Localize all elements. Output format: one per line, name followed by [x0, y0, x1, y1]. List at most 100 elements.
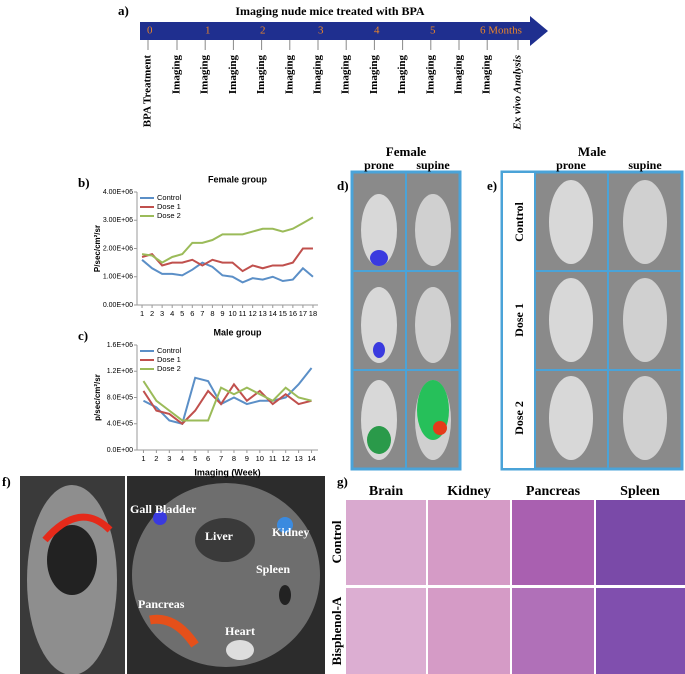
panel-label: b) — [78, 175, 90, 190]
panel-label: d) — [337, 178, 349, 193]
y-tick-label: 3.00E+06 — [103, 217, 133, 224]
column-label: supine — [416, 158, 450, 172]
signal — [370, 250, 388, 266]
row-label: Control — [512, 201, 526, 241]
organ — [279, 585, 291, 605]
mouse — [623, 278, 667, 362]
row-label: Control — [329, 520, 344, 563]
x-tick-label: 1 — [141, 454, 145, 463]
timeline-event: Imaging — [396, 55, 408, 95]
signal — [42, 513, 113, 543]
timeline-event: Ex vivo Analysis — [512, 55, 524, 131]
series-line — [141, 247, 313, 273]
x-tick-label: 8 — [232, 454, 236, 463]
chart-title: Male group — [213, 327, 262, 337]
x-tick-label: 15 — [279, 309, 287, 318]
panel-label: e) — [487, 178, 497, 193]
image — [346, 500, 426, 585]
mouse — [415, 287, 451, 363]
timeline-event: Imaging — [424, 55, 436, 95]
timeline-title: Imaging nude mice treated with BPA — [235, 4, 425, 18]
x-tick-label: 11 — [239, 309, 247, 318]
timeline-tick-label: 6 Months — [480, 25, 522, 37]
timeline-tick-label: 5 — [430, 25, 436, 37]
timeline-event: Imaging — [340, 55, 352, 95]
x-tick-label: 9 — [245, 454, 249, 463]
legend-label: Control — [157, 346, 182, 355]
x-tick-label: 5 — [193, 454, 197, 463]
column-label: prone — [364, 158, 394, 172]
image — [596, 588, 685, 674]
y-tick-label: 1.6E+06 — [107, 342, 133, 349]
x-tick-label: 6 — [190, 309, 194, 318]
legend-label: Dose 2 — [157, 364, 181, 373]
row-label: Bisphenol-A — [329, 596, 344, 665]
timeline-event: Imaging — [255, 55, 267, 95]
signal — [373, 342, 385, 358]
panel-label: f) — [2, 474, 11, 489]
organ-label: Kidney — [272, 525, 309, 539]
signal — [433, 421, 447, 435]
legend-label: Control — [157, 193, 182, 202]
timeline-tick-label: 0 — [147, 25, 153, 37]
timeline-event: Imaging — [227, 55, 239, 95]
panel-label: g) — [337, 474, 348, 489]
y-tick-label: 0.00E+00 — [103, 302, 133, 309]
x-tick-label: 17 — [299, 309, 307, 318]
organ-label: Liver — [205, 529, 234, 543]
y-tick-label: 0.0E+00 — [107, 447, 133, 454]
signal — [367, 426, 391, 454]
x-tick-label: 16 — [289, 309, 297, 318]
y-tick-label: 8.0E+05 — [107, 394, 133, 401]
image — [428, 588, 510, 674]
series-line — [142, 380, 312, 422]
y-axis-label: P/sec/cm²/sr — [93, 225, 102, 272]
mouse — [623, 180, 667, 264]
timeline-event: Imaging — [283, 55, 295, 95]
x-tick-label: 5 — [180, 309, 184, 318]
x-tick-label: 3 — [160, 309, 164, 318]
y-tick-label: 4.0E+05 — [107, 421, 133, 428]
panel-title: Female — [386, 144, 427, 159]
x-tick-label: 1 — [140, 309, 144, 318]
timeline-event: BPA Treatment — [142, 55, 154, 128]
x-tick-label: 10 — [228, 309, 236, 318]
x-tick-label: 11 — [269, 454, 277, 463]
male-imaging — [500, 170, 684, 471]
timeline-tick-label: 2 — [260, 25, 266, 37]
dish — [132, 483, 320, 667]
x-tick-label: 12 — [248, 309, 256, 318]
series-line — [141, 259, 314, 284]
timeline-event: Imaging — [453, 55, 465, 95]
organ-label: Spleen — [256, 562, 290, 576]
organ-label: Heart — [225, 624, 255, 638]
image — [512, 588, 594, 674]
organ-label: Pancreas — [138, 597, 185, 611]
legend-label: Dose 2 — [157, 211, 181, 220]
mouse — [623, 376, 667, 460]
timeline-event: Imaging — [199, 55, 211, 95]
series-line — [143, 367, 313, 425]
legend-label: Dose 1 — [157, 355, 181, 364]
ex-vivo-images — [20, 476, 325, 674]
female-imaging — [350, 170, 462, 471]
column-label: Spleen — [620, 484, 660, 499]
column-label: Kidney — [447, 484, 491, 499]
x-tick-label: 12 — [282, 454, 290, 463]
x-tick-label: 3 — [167, 454, 171, 463]
chart-title: Female group — [208, 174, 268, 184]
column-label: Brain — [369, 484, 403, 499]
y-axis-label: p/sec/cm²/sr — [93, 374, 102, 421]
organ — [277, 517, 293, 533]
column-label: supine — [628, 158, 662, 172]
x-tick-label: 8 — [210, 309, 214, 318]
x-tick-label: 13 — [259, 309, 267, 318]
x-tick-label: 7 — [200, 309, 204, 318]
x-tick-label: 6 — [206, 454, 210, 463]
organ — [195, 518, 255, 562]
panel-title: Male — [578, 144, 606, 159]
image — [346, 588, 426, 674]
mouse — [415, 194, 451, 266]
timeline-event: Imaging — [171, 55, 183, 95]
